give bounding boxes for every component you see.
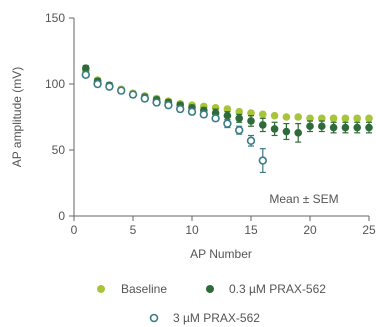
data-point	[93, 79, 102, 89]
legend-marker-0-3um	[206, 285, 214, 293]
legend-label-3um: 3 µM PRAX-562	[173, 311, 260, 325]
y-tick-label: 0	[58, 209, 65, 223]
x-axis-label: AP Number	[190, 247, 252, 261]
x-tick-label: 5	[130, 223, 137, 237]
x-tick-label: 20	[303, 223, 317, 237]
data-point	[164, 100, 173, 110]
y-tick-label: 50	[52, 143, 66, 157]
x-tick-label: 25	[362, 223, 376, 237]
legend-item-baseline: Baseline	[97, 282, 167, 296]
data-point	[211, 114, 220, 123]
data-point	[294, 113, 303, 121]
data-point	[128, 90, 138, 99]
data-point	[246, 136, 256, 145]
data-point	[187, 107, 197, 116]
x-tick-label: 10	[185, 223, 199, 237]
y-tick-label: 100	[45, 77, 65, 91]
series-0-3um	[82, 64, 373, 143]
legend-marker-baseline	[97, 285, 105, 293]
data-point	[235, 125, 244, 135]
data-point	[259, 110, 267, 119]
series-3um	[81, 70, 267, 174]
data-point	[282, 113, 291, 121]
legend-label-0-3um: 0.3 µM PRAX-562	[229, 282, 326, 296]
legend-item-0-3um: 0.3 µM PRAX-562	[206, 282, 326, 296]
data-point	[318, 122, 326, 131]
data-point	[329, 114, 338, 123]
data-point	[247, 109, 255, 117]
plot-area: 0 5 10 15 20 25 0 50 100 150	[45, 11, 376, 237]
legend-label-baseline: Baseline	[121, 282, 167, 296]
data-point	[270, 111, 279, 120]
data-point	[365, 123, 373, 132]
data-point	[176, 104, 185, 114]
series-layer	[81, 64, 373, 174]
data-point	[116, 86, 126, 95]
data-point	[329, 123, 338, 132]
data-point	[105, 82, 114, 91]
data-point	[140, 94, 150, 103]
data-point	[258, 156, 267, 165]
x-tick-label: 0	[71, 223, 78, 237]
x-ticks: 0 5 10 15 20 25	[71, 216, 376, 237]
data-point	[282, 127, 291, 136]
data-point	[353, 123, 362, 132]
data-point	[223, 105, 232, 113]
legend-item-3um: 3 µM PRAX-562	[149, 311, 260, 325]
annotation-mean-sem: Mean ± SEM	[269, 192, 338, 206]
data-point	[294, 129, 303, 137]
data-point	[82, 64, 90, 72]
data-point	[306, 114, 314, 123]
data-point	[223, 111, 232, 120]
y-axis-label: AP amplitude (mV)	[10, 67, 24, 167]
data-point	[247, 117, 255, 125]
legend: Baseline 0.3 µM PRAX-562 3 µM PRAX-562	[97, 282, 326, 325]
legend-marker-3um	[149, 313, 159, 323]
data-point	[235, 114, 243, 123]
data-point	[353, 114, 362, 123]
data-point	[341, 114, 350, 123]
data-point	[81, 70, 91, 79]
data-point	[341, 123, 350, 132]
data-point	[152, 98, 161, 107]
data-point	[306, 122, 314, 131]
data-point	[365, 114, 373, 123]
y-tick-label: 150	[45, 11, 65, 25]
data-point	[199, 110, 209, 119]
data-point	[235, 107, 243, 116]
data-point	[259, 121, 267, 129]
data-point	[318, 114, 326, 123]
data-point	[270, 125, 279, 133]
x-tick-label: 15	[244, 223, 258, 237]
y-ticks: 0 50 100 150	[45, 11, 74, 223]
data-point	[223, 119, 232, 128]
